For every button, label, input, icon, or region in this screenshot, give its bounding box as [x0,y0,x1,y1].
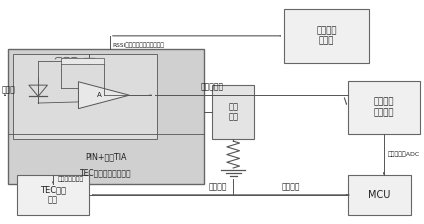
Text: MCU: MCU [368,190,391,200]
Text: 光信号: 光信号 [2,85,16,94]
Text: 光衰减控
制单元: 光衰减控 制单元 [316,26,337,45]
Text: PIN+线性TIA: PIN+线性TIA [85,152,127,161]
Text: 制冷器控制信号: 制冷器控制信号 [57,177,84,182]
Text: 控制信号: 控制信号 [209,183,228,192]
Text: 射频信号
检测单元: 射频信号 检测单元 [374,98,394,117]
Text: TEC控制
电路: TEC控制 电路 [40,185,66,205]
Bar [17,175,89,215]
Text: 电信号输入ADC: 电信号输入ADC [388,152,420,157]
Text: RSSI（接收光功率检测信号）: RSSI（接收光功率检测信号） [112,43,164,48]
Text: 电压信号: 电压信号 [281,183,300,192]
Text: 高速电信号: 高速电信号 [201,83,223,92]
Bar [61,58,104,64]
Bar [284,9,369,63]
Bar [348,175,411,215]
Bar [8,49,204,184]
Polygon shape [78,82,129,109]
Bar [13,54,157,139]
Text: TEC（半导体制冷器）: TEC（半导体制冷器） [80,168,132,177]
Bar [348,81,420,134]
Text: 热敏
电阻: 热敏 电阻 [228,102,238,122]
Bar [212,85,254,139]
Text: A: A [97,92,102,98]
